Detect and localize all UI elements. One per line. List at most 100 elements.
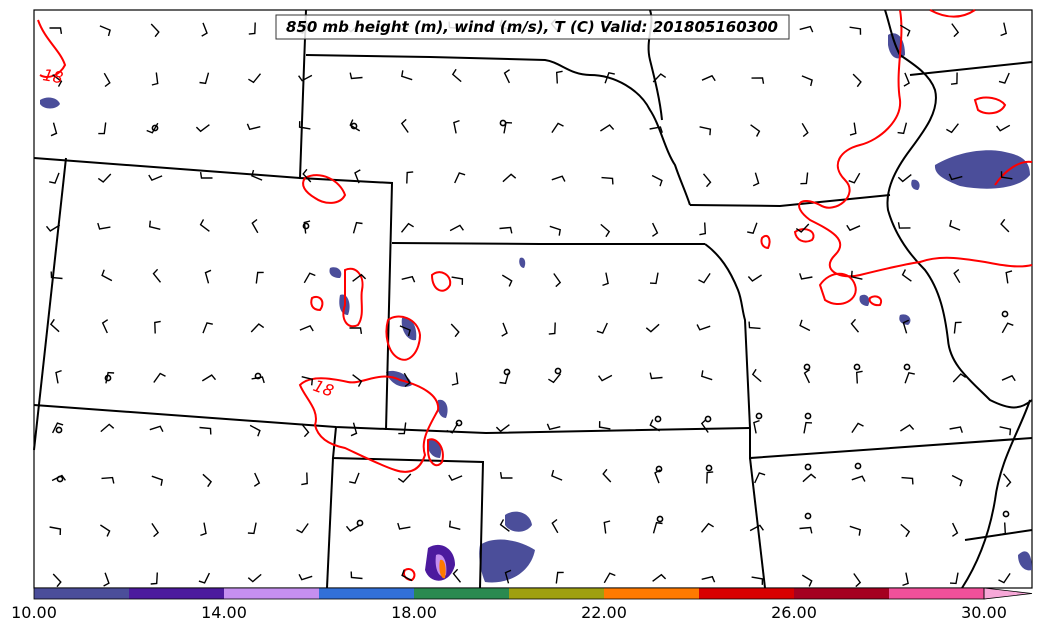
wind-barb bbox=[901, 476, 914, 485]
colorbar-tick-label: 10.00 bbox=[11, 603, 57, 622]
wind-barb bbox=[52, 74, 63, 87]
wind-barb bbox=[904, 371, 915, 384]
boundary-line bbox=[909, 61, 1033, 76]
calm-circle bbox=[656, 515, 664, 523]
colorbar-tick-label: 18.00 bbox=[391, 603, 437, 622]
wind-barb bbox=[99, 25, 111, 37]
boundary-line bbox=[391, 242, 705, 245]
boundary-line bbox=[33, 404, 751, 435]
calm-circle bbox=[704, 415, 712, 423]
wind-barb bbox=[301, 472, 308, 486]
calm-circle bbox=[903, 363, 911, 371]
wind-barb bbox=[949, 426, 963, 433]
wind-barb bbox=[696, 324, 711, 331]
wind-barb bbox=[97, 173, 112, 183]
calm-circle bbox=[56, 475, 64, 483]
wind-barb bbox=[551, 518, 559, 534]
wind-barb bbox=[652, 573, 667, 582]
wind-barb bbox=[248, 73, 262, 84]
wind-barb bbox=[101, 476, 115, 484]
colorbar-extend-arrow bbox=[983, 587, 1033, 600]
wind-barb bbox=[849, 525, 861, 536]
wind-barb bbox=[454, 172, 466, 184]
wind-barb bbox=[298, 74, 313, 82]
wind-barb bbox=[855, 370, 863, 384]
wind-barb bbox=[706, 471, 714, 484]
wind-barb bbox=[553, 273, 562, 288]
wind-barb bbox=[951, 23, 960, 38]
wind-barb bbox=[251, 376, 265, 384]
wind-barb bbox=[795, 223, 810, 233]
wind-barb bbox=[701, 74, 716, 82]
wind-barb bbox=[546, 423, 561, 431]
contour-line bbox=[310, 296, 324, 312]
wind-barb bbox=[596, 322, 608, 334]
calm-circle bbox=[854, 462, 862, 470]
wind-barb bbox=[851, 475, 866, 482]
wind-barb bbox=[952, 373, 967, 383]
colorbar-segment bbox=[224, 588, 319, 599]
wind-barb bbox=[352, 273, 367, 282]
wind-barb bbox=[401, 275, 416, 283]
calm-circle bbox=[654, 415, 662, 423]
wind-barb bbox=[551, 175, 566, 182]
wind-barb bbox=[248, 22, 256, 35]
wind-barb bbox=[451, 276, 464, 285]
wind-barb bbox=[501, 274, 513, 287]
boundary-line bbox=[964, 529, 1033, 541]
contour-line bbox=[929, 9, 976, 18]
wind-barb bbox=[555, 571, 564, 584]
wind-barb bbox=[799, 526, 813, 534]
wind-barb bbox=[848, 172, 861, 184]
wind-barb bbox=[446, 422, 459, 434]
calm-circle bbox=[1001, 310, 1009, 318]
contour-line bbox=[818, 272, 857, 305]
wind-barb bbox=[752, 172, 760, 187]
wind-barb bbox=[999, 522, 1007, 536]
colorbar-segment bbox=[129, 588, 224, 599]
wind-barb bbox=[246, 123, 261, 131]
wind-barb bbox=[448, 520, 461, 530]
wind-barb bbox=[799, 273, 813, 280]
wind-barb bbox=[600, 223, 611, 238]
wind-barb bbox=[299, 325, 314, 332]
boundary-line bbox=[298, 9, 394, 431]
field-blob bbox=[427, 439, 442, 458]
wind-barb bbox=[146, 122, 159, 134]
wind-barb bbox=[802, 473, 817, 483]
calm-circle bbox=[1002, 510, 1010, 518]
field-blob bbox=[479, 539, 535, 583]
wind-barb bbox=[100, 423, 115, 433]
contour-line bbox=[37, 19, 67, 78]
wind-barb bbox=[700, 418, 709, 433]
wind-barb bbox=[55, 369, 62, 384]
wind-barb bbox=[495, 424, 510, 433]
wind-barb bbox=[998, 72, 1010, 84]
wind-barb bbox=[751, 77, 765, 84]
wind-barb bbox=[702, 173, 712, 188]
wind-barb bbox=[651, 222, 659, 237]
wind-barb bbox=[998, 573, 1011, 584]
wind-barb bbox=[1001, 374, 1016, 382]
wind-barb bbox=[652, 521, 663, 534]
wind-barb bbox=[151, 475, 163, 486]
wind-barb bbox=[598, 374, 613, 382]
wind-barb bbox=[953, 321, 962, 334]
wind-barb bbox=[603, 572, 616, 584]
wind-barb bbox=[701, 370, 713, 381]
boundary-line bbox=[961, 399, 1031, 589]
wind-barb bbox=[902, 319, 910, 334]
wind-barb bbox=[349, 72, 363, 80]
wind-barb bbox=[899, 24, 911, 37]
field-blob bbox=[899, 314, 911, 325]
wind-barb bbox=[548, 322, 556, 335]
wind-barb bbox=[453, 119, 460, 134]
wind-barb bbox=[551, 122, 564, 133]
contour-line bbox=[302, 174, 347, 204]
wind-barb bbox=[996, 124, 1011, 132]
wind-barb bbox=[148, 220, 161, 230]
wind-barb bbox=[949, 219, 961, 231]
wind-barb bbox=[747, 274, 762, 282]
contour-line bbox=[427, 438, 444, 467]
calm-circle bbox=[804, 512, 812, 520]
